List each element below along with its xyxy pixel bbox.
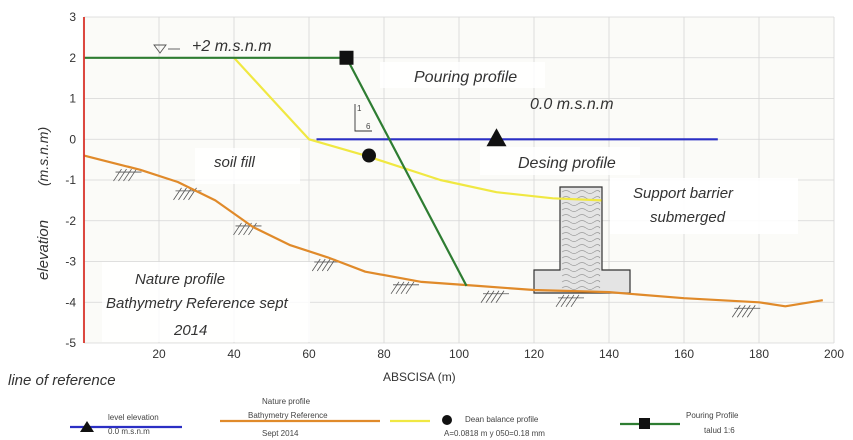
label-zero-level: 0.0 m.s.n.m	[530, 96, 614, 113]
y-tick-label: 0	[69, 132, 76, 146]
x-tick-label: 100	[449, 347, 469, 361]
label-plus-two: +2 m.s.n.m	[192, 38, 272, 55]
y-tick-label: -4	[65, 295, 76, 309]
legend-level-value: 0.0 m.s.n.m	[108, 427, 150, 436]
y-tick-label: 1	[69, 92, 76, 106]
x-tick-label: 20	[152, 347, 166, 361]
y-tick-label: -2	[65, 214, 76, 228]
legend-dean: Dean balance profile A=0.0818 m y 050=0.…	[390, 415, 545, 438]
hatch-mark	[173, 187, 202, 201]
x-tick-label: 140	[599, 347, 619, 361]
x-tick-label: 80	[377, 347, 391, 361]
legend-pouring-sub: talud 1:6	[704, 426, 735, 435]
marker-square	[339, 50, 354, 65]
water-level-symbol	[153, 44, 180, 54]
hatch-mark	[113, 168, 142, 182]
line-of-reference-label: line of reference	[8, 372, 116, 389]
legend-dean-title: Dean balance profile	[465, 415, 539, 424]
label-support-barrier: Support barrier	[633, 185, 734, 202]
legend-level: level elevation 0.0 m.s.n.m	[70, 413, 182, 436]
series-dean-line	[233, 57, 602, 202]
x-tick-label: 200	[824, 347, 844, 361]
slope-label-1: 1	[357, 104, 362, 113]
x-tick-label: 180	[749, 347, 769, 361]
ground-hatches	[113, 168, 761, 318]
label-design-profile: Desing profile	[518, 155, 616, 172]
y-tick-label: -1	[65, 173, 76, 187]
label-nature-profile: Nature profile	[135, 271, 225, 288]
legend-nature-title: Nature profile	[262, 397, 311, 406]
legend: level elevation 0.0 m.s.n.m Nature profi…	[70, 397, 739, 438]
legend-nature-sub: Bathymetry Reference	[248, 411, 328, 420]
label-bathymetry-reference: Bathymetry Reference sept	[106, 295, 289, 312]
legend-level-title: level elevation	[108, 413, 159, 422]
label-pouring-profile: Pouring profile	[414, 69, 517, 86]
y-tick-label: 3	[69, 10, 76, 24]
y-axis-title: elevation	[35, 220, 52, 280]
y-tick-label: 2	[69, 51, 76, 65]
x-tick-label: 40	[227, 347, 241, 361]
hatch-mark	[311, 258, 341, 272]
x-tick-label: 160	[674, 347, 694, 361]
label-submerged: submerged	[650, 209, 726, 226]
x-axis-title: ABSCISA (m)	[383, 370, 456, 384]
slope-indicator: 1 6	[354, 104, 372, 132]
x-tick-label: 60	[302, 347, 316, 361]
y-tick-label: -5	[65, 336, 76, 350]
hatch-mark	[233, 222, 262, 236]
legend-nature-date: Sept 2014	[262, 429, 299, 438]
legend-nature: Nature profile Bathymetry Reference Sept…	[220, 397, 380, 438]
marker-circle	[362, 148, 376, 163]
y-axis-ticks: 3 2 1 0 -1 -2 -3 -4 -5	[65, 10, 76, 350]
hatch-mark	[480, 290, 509, 303]
hatch-mark	[555, 294, 584, 308]
y-tick-label: -3	[65, 255, 76, 269]
series-nature-line	[83, 154, 823, 308]
slope-label-6: 6	[366, 122, 371, 131]
hatch-mark	[731, 305, 761, 318]
label-nature-date: 2014	[173, 322, 207, 339]
y-axis-unit: (m.s.n.m)	[35, 127, 51, 186]
label-soil-fill: soil fill	[214, 154, 256, 171]
x-tick-label: 120	[524, 347, 544, 361]
series-markers	[339, 50, 507, 163]
legend-pouring-title: Pouring Profile	[686, 411, 739, 420]
x-axis-ticks: 20 40 60 80 100 120 140 160 180 200	[152, 347, 844, 361]
marker-triangle	[486, 128, 507, 147]
legend-pouring: Pouring Profile talud 1:6	[620, 411, 739, 435]
legend-dean-params: A=0.0818 m y 050=0.18 mm	[444, 429, 545, 438]
hatch-mark	[390, 281, 419, 295]
